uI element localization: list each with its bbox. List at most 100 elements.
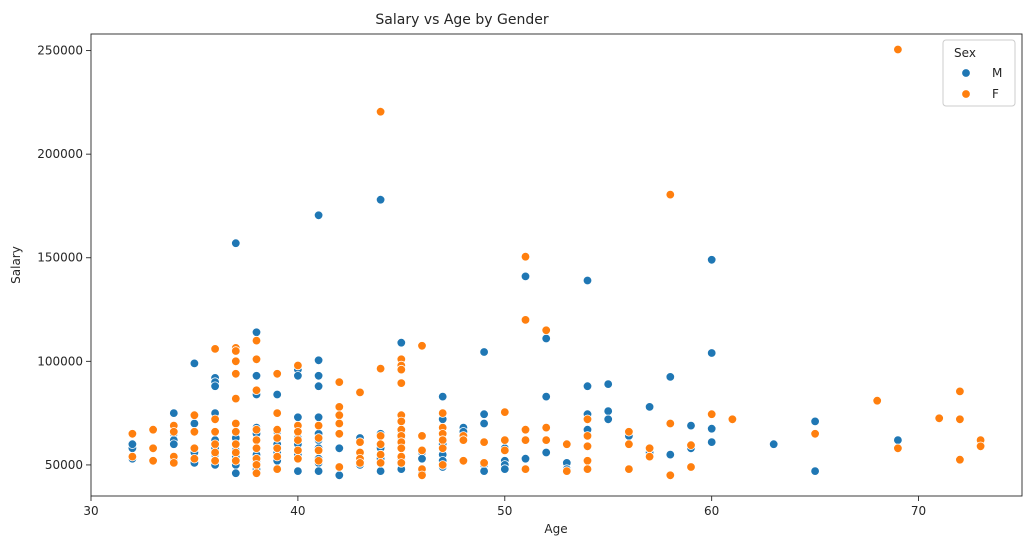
point-f	[251, 385, 262, 396]
point-m	[127, 439, 138, 449]
point-f	[644, 451, 655, 462]
point-m	[644, 402, 655, 412]
point-m	[582, 381, 593, 391]
point-m	[500, 464, 510, 474]
point-f	[375, 458, 386, 468]
point-f	[272, 451, 282, 462]
point-m	[479, 347, 489, 357]
point-m	[169, 408, 179, 418]
point-m	[189, 418, 200, 429]
y-tick-label: 100000	[37, 354, 83, 368]
point-f	[251, 354, 262, 365]
point-f	[189, 410, 200, 420]
point-f	[458, 456, 469, 466]
point-f	[210, 447, 220, 458]
point-m	[313, 371, 324, 381]
point-m	[251, 371, 262, 381]
point-m	[541, 391, 551, 402]
point-m	[293, 371, 303, 381]
legend-label-m: M	[992, 66, 1002, 80]
point-f	[210, 344, 220, 354]
point-f	[231, 346, 241, 356]
point-f	[417, 470, 427, 481]
point-f	[334, 377, 345, 387]
point-f	[231, 393, 241, 404]
point-f	[520, 425, 531, 435]
x-axis-label: Age	[544, 522, 567, 536]
legend-entries: MF	[961, 66, 1002, 101]
point-f	[624, 464, 634, 474]
point-m	[313, 381, 324, 391]
point-f	[479, 437, 489, 447]
point-f	[231, 356, 241, 367]
point-f	[500, 445, 510, 456]
point-f	[231, 439, 241, 449]
point-m	[251, 327, 262, 338]
y-axis-label: Salary	[9, 246, 23, 284]
point-f	[582, 414, 593, 425]
point-f	[396, 443, 407, 454]
point-f	[251, 468, 262, 478]
point-m	[479, 418, 489, 429]
point-f	[355, 458, 365, 468]
point-m	[603, 414, 613, 425]
point-f	[375, 439, 386, 449]
point-m	[810, 416, 820, 427]
point-m	[707, 348, 717, 358]
point-m	[293, 466, 303, 476]
point-f	[272, 425, 282, 435]
point-m	[189, 358, 200, 369]
point-f	[562, 439, 572, 449]
point-f	[210, 414, 220, 425]
point-m	[313, 466, 324, 476]
point-m	[231, 468, 241, 478]
point-m	[520, 271, 531, 282]
point-f	[727, 414, 738, 425]
point-f	[251, 443, 262, 454]
point-f	[396, 378, 407, 388]
point-f	[438, 408, 448, 418]
point-f	[293, 435, 303, 445]
point-f	[520, 464, 531, 474]
point-m	[334, 470, 345, 481]
point-f	[251, 460, 262, 470]
chart-title: Salary vs Age by Gender	[375, 12, 548, 28]
point-m	[520, 454, 531, 464]
point-f	[334, 462, 345, 472]
point-f	[293, 454, 303, 464]
point-f	[438, 460, 448, 470]
point-f	[500, 435, 510, 445]
point-f	[231, 456, 241, 466]
point-f	[582, 431, 593, 441]
point-m	[293, 412, 303, 423]
point-f	[334, 418, 345, 429]
point-f	[210, 456, 220, 466]
point-f	[582, 441, 593, 452]
point-f	[686, 440, 696, 450]
point-f	[169, 458, 179, 468]
legend: Sex MF	[942, 39, 1016, 107]
point-f	[334, 429, 345, 439]
point-f	[231, 418, 241, 429]
point-f	[251, 425, 262, 435]
point-f	[396, 364, 407, 375]
point-f	[148, 456, 158, 466]
point-f	[624, 427, 634, 437]
point-f	[313, 420, 324, 431]
point-m	[231, 238, 241, 248]
point-f	[541, 422, 551, 433]
point-m	[313, 355, 324, 366]
point-f	[417, 445, 427, 456]
point-f	[893, 44, 903, 55]
plot-area: 30 40 50 60 70 50000 100000 150000 200000 250000	[37, 33, 1023, 518]
point-f	[644, 443, 655, 454]
x-tick-label: 50	[497, 504, 512, 518]
point-f	[458, 435, 469, 445]
point-f	[334, 410, 345, 420]
legend-marker-m	[961, 68, 971, 78]
point-f	[417, 341, 427, 351]
point-f	[293, 360, 303, 371]
point-f	[127, 429, 138, 439]
point-f	[272, 369, 282, 379]
